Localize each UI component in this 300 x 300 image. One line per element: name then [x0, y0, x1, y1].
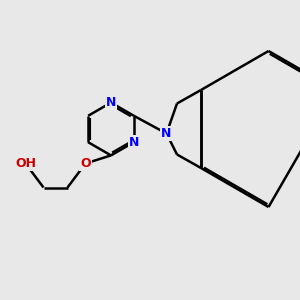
Text: N: N — [129, 136, 139, 149]
Text: O: O — [80, 157, 91, 170]
Text: N: N — [106, 96, 116, 109]
Text: N: N — [161, 127, 172, 140]
Text: OH: OH — [15, 157, 36, 170]
